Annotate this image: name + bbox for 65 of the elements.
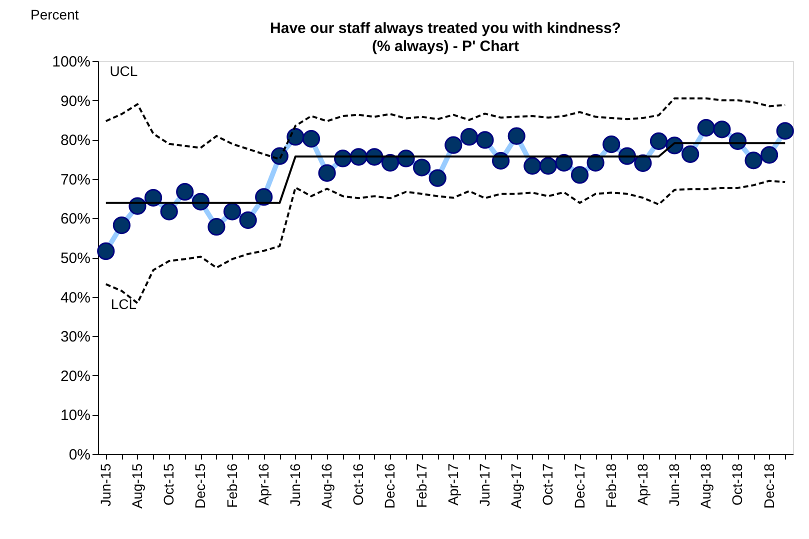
point <box>570 166 589 184</box>
point <box>713 120 731 138</box>
x-tick-label: Feb-18 <box>602 463 619 508</box>
y-tick-label: 100% <box>52 54 90 70</box>
point <box>508 127 526 145</box>
point <box>444 136 462 154</box>
x-tick-label: Feb-17 <box>413 463 430 508</box>
x-tick-label: Aug-16 <box>318 463 335 509</box>
x-tick-label: Jun-18 <box>666 463 682 506</box>
x-tick-label: Dec-17 <box>571 463 588 509</box>
x-tick-label: Aug-17 <box>508 463 524 509</box>
x-tick-label: Apr-18 <box>634 463 650 506</box>
series-label: UCL <box>110 63 138 80</box>
point <box>97 242 115 260</box>
x-tick-label: Apr-16 <box>255 463 272 506</box>
point <box>776 122 794 140</box>
point <box>176 183 194 201</box>
x-tick-label: Aug-15 <box>128 463 145 509</box>
y-tick-label: 90% <box>60 92 90 110</box>
point <box>112 216 131 234</box>
point <box>302 130 320 148</box>
x-tick-label: Feb-16 <box>224 463 240 508</box>
y-tick-label: 60% <box>60 210 90 228</box>
series-label: LCL <box>110 296 137 312</box>
point <box>682 145 700 163</box>
x-tick-label: Jun-17 <box>476 463 492 506</box>
point <box>476 131 494 149</box>
x-tick-label: Dec-16 <box>382 463 398 509</box>
x-tick-label: Oct-17 <box>540 463 556 506</box>
chart-title: Have our staff always treated you with kindness? (% always) - P' Chart <box>270 20 621 55</box>
point <box>208 218 226 236</box>
y-tick-label: 70% <box>60 171 90 188</box>
x-tick-label: Oct-18 <box>729 463 746 506</box>
point <box>160 202 178 220</box>
point <box>760 146 778 164</box>
point <box>286 128 304 146</box>
x-tick-label: Jun-15 <box>97 463 114 506</box>
point <box>412 158 431 176</box>
y-tick-label: 10% <box>60 407 90 424</box>
x-tick-label: Dec-15 <box>192 463 208 509</box>
x-tick-label: Jun-16 <box>286 463 303 506</box>
y-tick-label: 20% <box>60 368 90 385</box>
y-axis-title: Percent <box>30 6 79 22</box>
point <box>318 164 336 182</box>
y-tick-label: 50% <box>60 250 90 267</box>
y-tick-label: 40% <box>60 289 90 306</box>
x-tick-label: Oct-16 <box>350 463 366 506</box>
y-tick-label: 30% <box>60 328 90 346</box>
point <box>239 211 257 229</box>
x-tick-label: Aug-18 <box>698 463 714 509</box>
point <box>744 152 762 170</box>
point <box>634 154 652 172</box>
point <box>602 136 620 154</box>
point <box>223 202 242 220</box>
point <box>697 119 715 137</box>
point <box>524 157 542 175</box>
point <box>650 132 668 150</box>
y-tick-label: 80% <box>60 132 90 150</box>
point <box>539 157 557 175</box>
x-tick-label: Dec-18 <box>760 463 777 509</box>
y-tick-label: 0% <box>68 446 90 464</box>
point <box>428 169 446 187</box>
point <box>460 128 478 146</box>
x-tick-label: Oct-15 <box>160 463 177 506</box>
x-tick-label: Apr-17 <box>444 463 461 506</box>
